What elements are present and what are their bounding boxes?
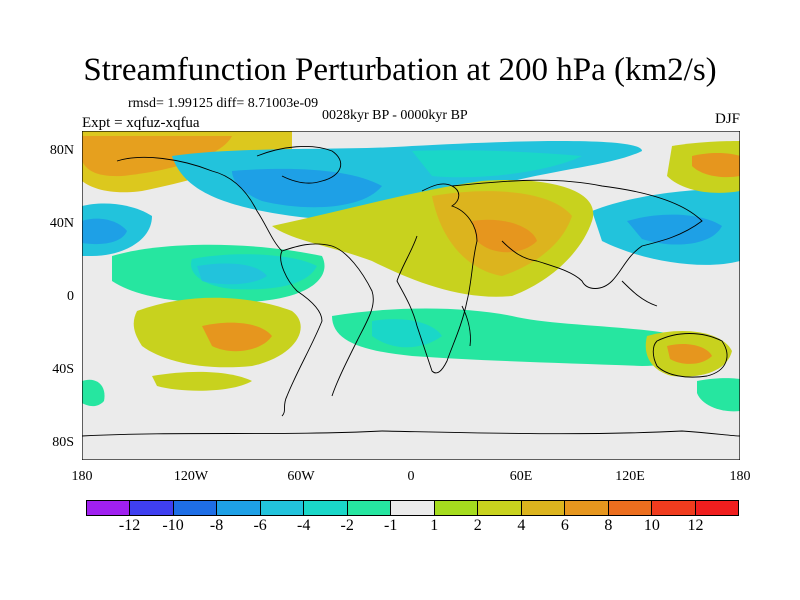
colorbar-level-label: -10 <box>162 517 184 534</box>
plot-title: Streamfunction Perturbation at 200 hPa (… <box>83 52 717 88</box>
period-text: 0028kyr BP - 0000kyr BP <box>322 108 468 123</box>
colorbar-swatch <box>304 500 348 516</box>
contour-positive-eurasia-core <box>472 219 537 253</box>
colorbar-swatch <box>86 500 131 516</box>
colorbar-level-label: 10 <box>643 517 660 534</box>
colorbar-swatch <box>217 500 261 516</box>
lon-label-120e: 120E <box>615 469 645 484</box>
colorbar-swatch <box>434 500 479 516</box>
contour-negative-natl-inner <box>412 150 582 178</box>
contour-positive-sh-core <box>202 322 272 352</box>
colorbar-level-label: 6 <box>560 517 569 534</box>
contour-negative-tropics-pacific-inner <box>197 263 267 285</box>
streamfunction-map <box>82 131 740 460</box>
colorbar-swatch <box>652 500 696 516</box>
colorbar-swatch <box>391 500 435 516</box>
lon-label-180w: 180 <box>71 469 93 484</box>
colorbar-swatch <box>695 500 740 516</box>
colorbar-swatch <box>521 500 566 516</box>
lat-label-40s: 40S <box>52 362 74 377</box>
contour-positive-npacific-inner <box>82 136 232 177</box>
colorbar-level-label: 1 <box>430 517 439 534</box>
lon-label-120w: 120W <box>173 469 209 484</box>
colorbar-swatch <box>608 500 653 516</box>
contour-negative-npac-west-core <box>82 218 127 245</box>
lat-label-80n: 80N <box>49 143 74 158</box>
lat-label-80s: 80S <box>52 435 74 450</box>
season-label: DJF <box>714 111 740 127</box>
lon-label-60w: 60W <box>287 469 315 484</box>
colorbar-swatch <box>478 500 522 516</box>
contour-positive-so-mid <box>152 371 252 391</box>
colorbar-level-label: -1 <box>384 517 398 534</box>
colorbar-level-label: 12 <box>687 517 704 534</box>
coastlines <box>82 146 740 437</box>
contour-positive-australia-core <box>667 344 712 364</box>
colorbar-swatch <box>565 500 609 516</box>
lon-label-60e: 60E <box>509 469 533 484</box>
lon-label-0: 0 <box>407 469 415 484</box>
contour-negative-so-east <box>697 378 740 412</box>
contour-negative-natl-core <box>232 168 382 208</box>
contour-negative-satl-core <box>372 319 442 348</box>
stats-text: rmsd= 1.99125 diff= 8.71003e-09 <box>128 96 319 111</box>
colorbar-level-label: -2 <box>340 517 354 534</box>
colorbar-level-label: 8 <box>604 517 613 534</box>
colorbar-level-label: 4 <box>517 517 526 534</box>
contour-positive-nepac-core <box>692 152 740 178</box>
colorbar-level-label: -4 <box>296 517 311 534</box>
colorbar <box>86 500 740 516</box>
colorbar-level-label: -6 <box>253 517 267 534</box>
colorbar-swatch <box>130 500 174 516</box>
lon-label-180e: 180 <box>729 469 751 484</box>
colorbar-swatch <box>260 500 305 516</box>
lat-label-40n: 40N <box>49 216 74 231</box>
colorbar-level-label: -12 <box>118 517 141 534</box>
lat-label-0: 0 <box>67 289 74 304</box>
contour-negative-so-west <box>82 379 105 407</box>
colorbar-swatch <box>347 500 392 516</box>
colorbar-level-label: 2 <box>473 517 482 534</box>
experiment-label: Expt = xqfuz-xqfua <box>82 115 200 131</box>
colorbar-swatch <box>173 500 218 516</box>
contour-negative-easia-core <box>627 214 722 245</box>
colorbar-level-label: -8 <box>209 517 224 534</box>
